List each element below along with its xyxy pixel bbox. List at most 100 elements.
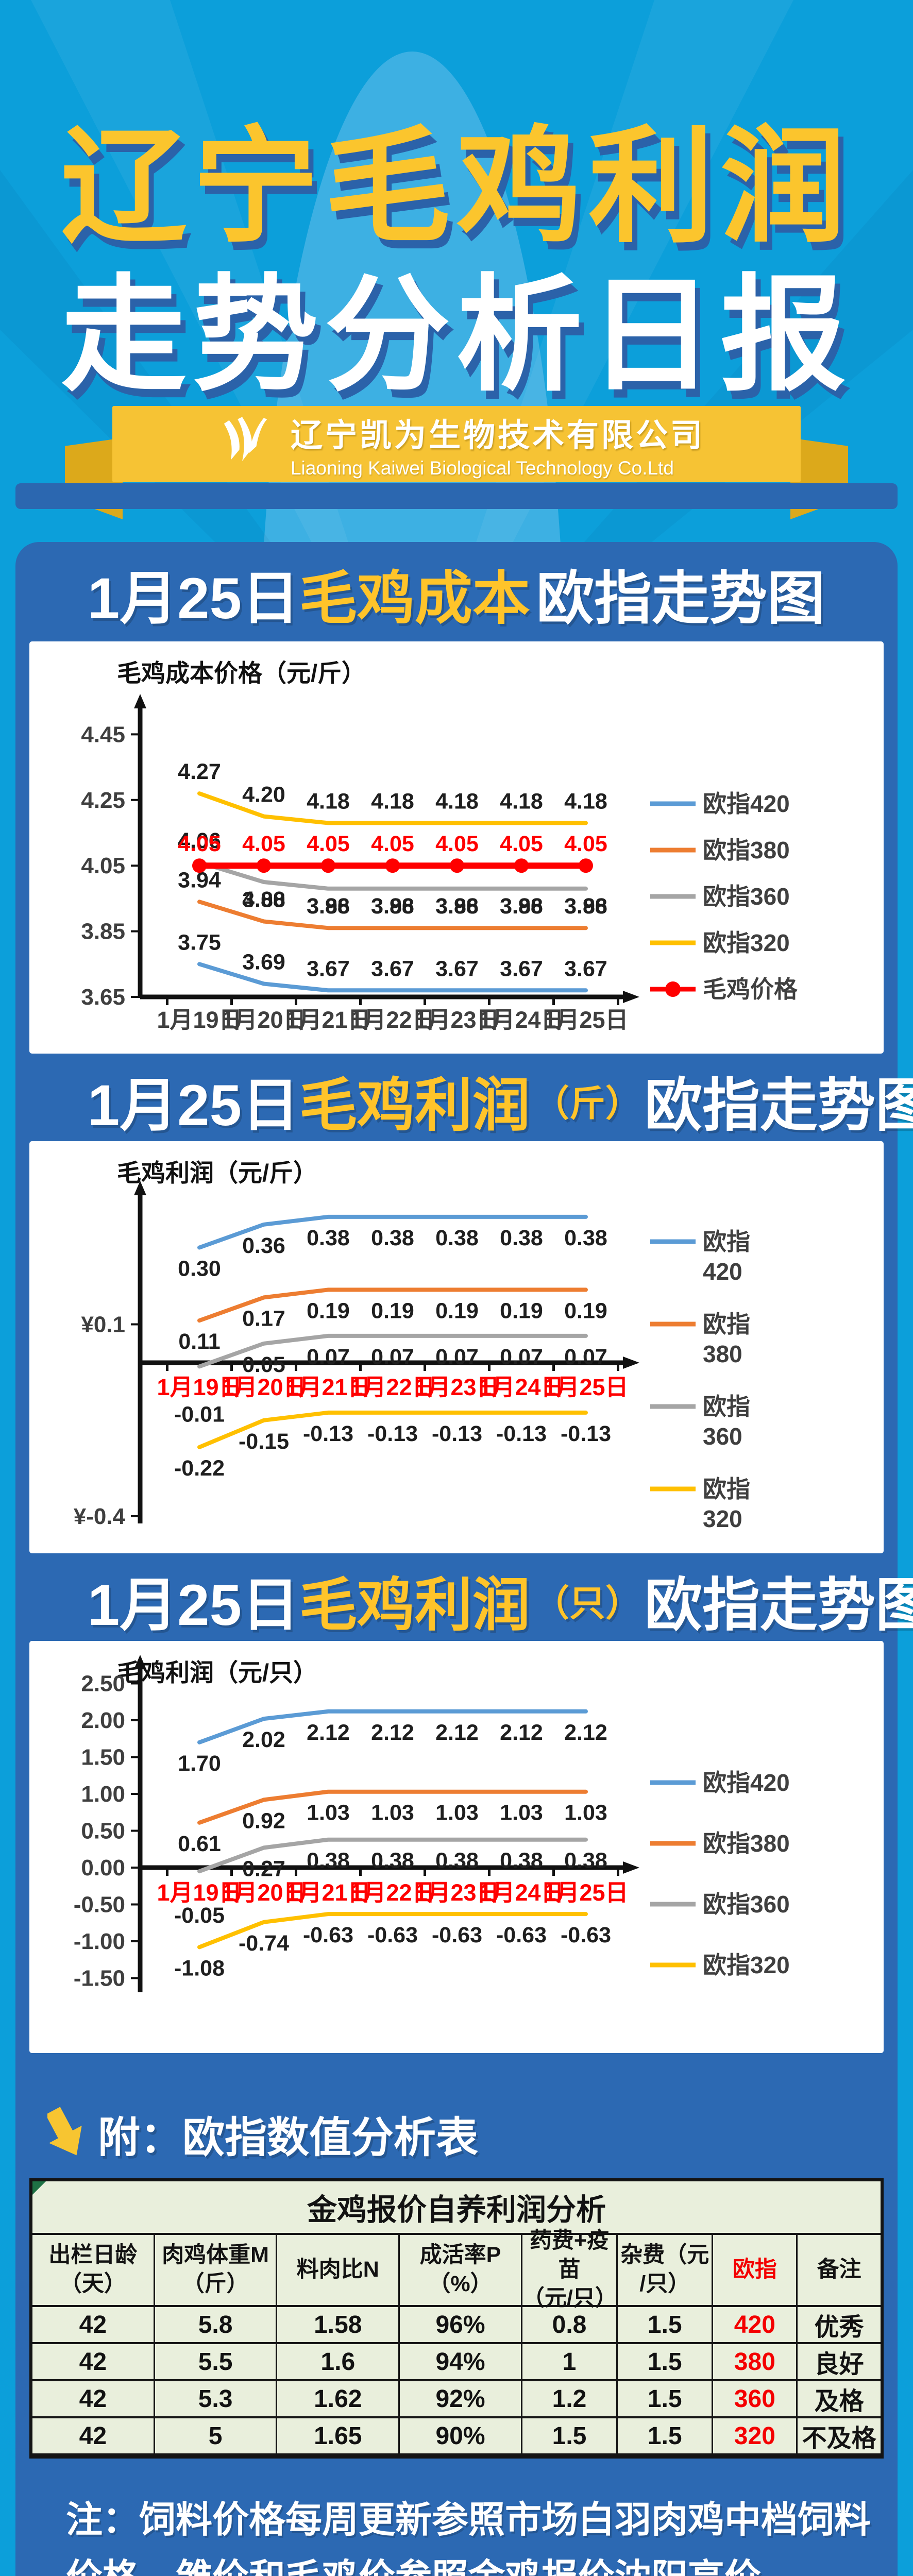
table-cell: 1.5: [522, 2418, 618, 2455]
svg-text:380: 380: [703, 1341, 742, 1367]
svg-text:0.38: 0.38: [371, 1226, 414, 1250]
table-cell: 5.3: [155, 2381, 278, 2418]
svg-text:3.67: 3.67: [500, 956, 543, 981]
table-cell: 5.5: [155, 2344, 278, 2381]
svg-text:0.07: 0.07: [500, 1345, 543, 1369]
table-cell: 42: [32, 2344, 155, 2381]
section-suffix: 欧指走势图: [536, 566, 825, 631]
attach-label-row: 附：欧指数值分析表: [47, 2105, 478, 2162]
company-logo-icon: [224, 417, 267, 461]
table-cell: 1.65: [277, 2418, 400, 2455]
table-header-cell: 肉鸡体重M （斤）: [155, 2235, 278, 2307]
svg-text:0.00: 0.00: [81, 1855, 125, 1880]
table-header-cell: 备注: [798, 2235, 881, 2307]
svg-text:-0.50: -0.50: [74, 1892, 125, 1918]
svg-text:0.07: 0.07: [307, 1345, 350, 1369]
svg-text:3.86: 3.86: [500, 894, 543, 919]
svg-text:3.98: 3.98: [371, 894, 414, 919]
svg-text:4.27: 4.27: [178, 759, 221, 784]
svg-text:2.02: 2.02: [242, 1727, 285, 1752]
profit-per-bird-chart: 毛鸡利润（元/只）2.50 2.00 1.50 1.00 0.50 0.00 -0.50 -1…: [74, 1655, 790, 1992]
svg-text:4.05: 4.05: [371, 832, 414, 856]
svg-text:-0.05: -0.05: [174, 1903, 225, 1928]
analysis-table: 金鸡报价自养利润分析 出栏日龄 （天） 肉鸡体重M （斤） 料肉比N 成活率P （%） 药费+疫…: [29, 2178, 884, 2459]
svg-text:1月24日: 1月24日: [479, 1007, 564, 1033]
svg-text:0.11: 0.11: [178, 1329, 220, 1354]
table-cell: 及格: [798, 2381, 881, 2418]
svg-text:3.75: 3.75: [178, 930, 221, 955]
table-cell: 1.5: [618, 2381, 714, 2418]
svg-text:毛鸡利润（元/斤）: 毛鸡利润（元/斤）: [117, 1159, 317, 1187]
svg-text:4.05: 4.05: [500, 832, 543, 856]
cost-chart-card: 毛鸡成本价格（元/斤） 4.45 4.25 4.05 3.85 3.65 1月19日 1月20…: [29, 641, 884, 1054]
table-cell: 1.62: [277, 2381, 400, 2418]
svg-text:1月24日: 1月24日: [479, 1374, 564, 1400]
svg-text:2.50: 2.50: [81, 1671, 125, 1697]
note-line-2: 价格，雏价和毛鸡价参照金鸡报价沈阳高价。: [66, 2549, 849, 2576]
svg-text:4.00: 4.00: [242, 887, 285, 912]
svg-text:3.86: 3.86: [307, 894, 350, 919]
svg-text:4.05: 4.05: [242, 832, 285, 856]
svg-text:4.25: 4.25: [81, 788, 125, 813]
svg-text:毛鸡利润（元/只）: 毛鸡利润（元/只）: [117, 1659, 317, 1686]
svg-text:4.20: 4.20: [242, 783, 285, 807]
svg-text:3.98: 3.98: [500, 894, 543, 919]
table-header-cell: 成活率P （%）: [400, 2235, 522, 2307]
svg-text:360: 360: [703, 1423, 742, 1450]
svg-text:0.92: 0.92: [242, 1808, 285, 1833]
svg-text:3.65: 3.65: [81, 985, 125, 1010]
section-highlight: 毛鸡利润: [299, 1073, 530, 1138]
svg-text:0.19: 0.19: [435, 1298, 479, 1323]
section-unit: （斤）: [533, 1083, 641, 1124]
section-header-profit-jin: 1月25日 毛鸡利润 （斤） 欧指走势图: [88, 1064, 913, 1138]
profit-jin-chart-card: 毛鸡利润（元/斤） ¥0.1 ¥-0.4 1月19日 1月20日 1月21日 1月22日 1月…: [29, 1141, 884, 1553]
svg-text:欧指360: 欧指360: [703, 1891, 790, 1918]
table-cell: 42: [32, 2418, 155, 2455]
svg-text:320: 320: [703, 1505, 742, 1532]
svg-text:-0.15: -0.15: [239, 1429, 289, 1454]
svg-text:4.45: 4.45: [81, 722, 125, 747]
section-header-profit-bird: 1月25日 毛鸡利润 （只） 欧指走势图: [88, 1564, 913, 1637]
svg-text:1月23日: 1月23日: [414, 1879, 499, 1906]
svg-text:-0.63: -0.63: [561, 1923, 611, 1947]
svg-text:0.05: 0.05: [242, 1352, 285, 1377]
svg-text:1月22日: 1月22日: [350, 1879, 435, 1906]
table-cell: 1: [522, 2344, 618, 2381]
svg-text:1月22日: 1月22日: [350, 1007, 435, 1033]
svg-text:3.98: 3.98: [307, 894, 350, 919]
svg-text:3.67: 3.67: [307, 956, 350, 981]
table-cell: 320: [713, 2418, 798, 2455]
table-cell: 不及格: [798, 2418, 881, 2455]
table-cell: 360: [713, 2381, 798, 2418]
svg-text:0.38: 0.38: [564, 1226, 607, 1250]
svg-text:-0.13: -0.13: [561, 1421, 611, 1446]
company-name-block: 辽宁凯为生物技术有限公司 Liaoning Kaiwei Biological …: [291, 409, 705, 479]
table-cell: 0.8: [522, 2307, 618, 2344]
svg-text:1.70: 1.70: [178, 1751, 221, 1776]
table-cell: 420: [713, 2307, 798, 2344]
company-name-cn: 辽宁凯为生物技术有限公司: [290, 418, 705, 453]
svg-text:1月19日: 1月19日: [157, 1374, 242, 1400]
section-date: 1月25日: [88, 566, 299, 631]
svg-text:2.12: 2.12: [435, 1720, 479, 1745]
table-cell: 90%: [400, 2418, 522, 2455]
svg-text:1月25日: 1月25日: [543, 1374, 628, 1400]
svg-text:0.38: 0.38: [500, 1226, 543, 1250]
svg-text:420: 420: [703, 1258, 742, 1285]
svg-text:0.27: 0.27: [242, 1856, 285, 1881]
svg-text:1月21日: 1月21日: [285, 1007, 370, 1033]
arrow-icon: [47, 2107, 82, 2156]
svg-text:0.19: 0.19: [564, 1298, 607, 1323]
svg-text:-0.63: -0.63: [496, 1923, 547, 1947]
table-cell: 5.8: [155, 2307, 278, 2344]
table-header-cell: 药费+疫苗 （元/只）: [522, 2228, 618, 2311]
svg-text:0.61: 0.61: [178, 1832, 221, 1856]
svg-text:欧指380: 欧指380: [703, 1830, 790, 1857]
svg-text:0.50: 0.50: [81, 1819, 125, 1844]
table-header-cell: 出栏日龄 （天）: [32, 2235, 155, 2307]
svg-text:3.86: 3.86: [564, 894, 607, 919]
banner-shadow-strip: [15, 483, 898, 509]
table-cell: 1.2: [522, 2381, 618, 2418]
poster-title-line2: 走势分析日报: [61, 265, 852, 405]
section-unit: （只）: [533, 1583, 641, 1623]
